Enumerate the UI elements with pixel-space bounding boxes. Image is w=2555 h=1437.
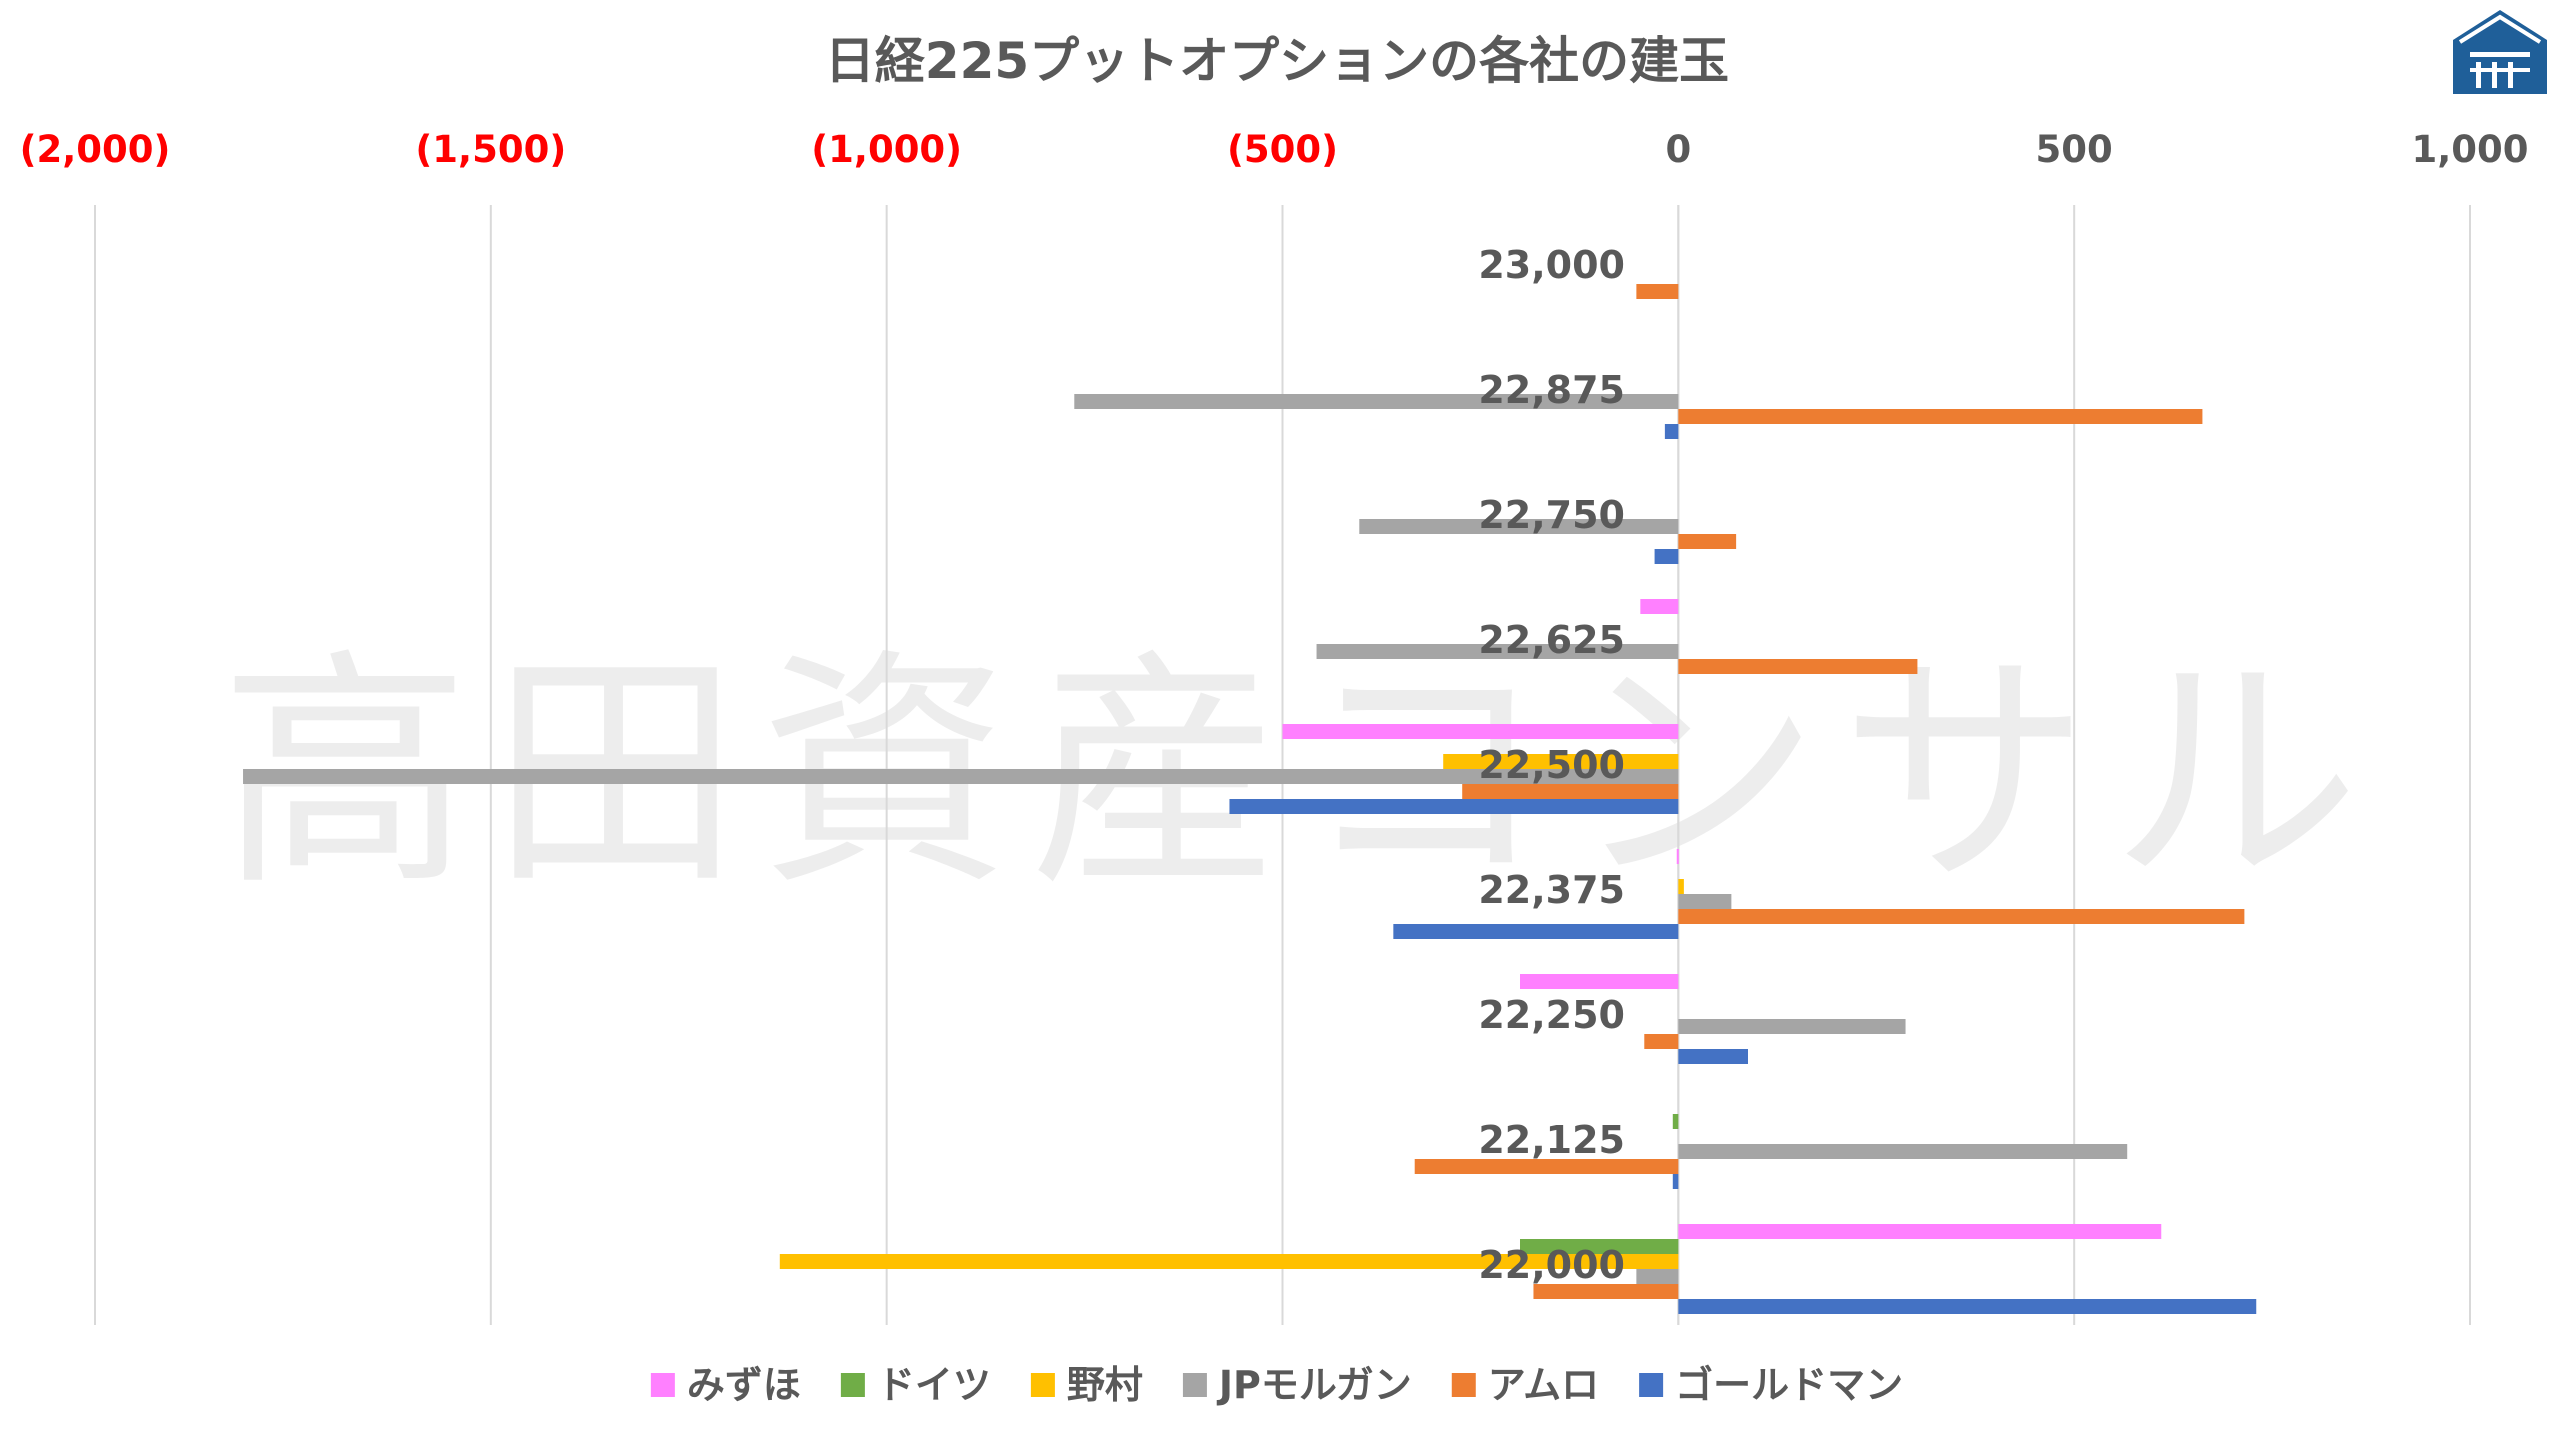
bar-JPモルガン-22,625 <box>1316 644 1679 659</box>
legend-item: ゴールドマン <box>1639 1363 1903 1407</box>
bar-ゴールドマン-22,500 <box>1229 799 1679 814</box>
category-label: 22,375 <box>1478 868 1625 912</box>
legend: みずほ ドイツ 野村 JPモルガン アムロ ゴールドマン <box>650 1363 1903 1407</box>
bar-ゴールドマン-22,875 <box>1664 424 1679 439</box>
legend-swatch <box>1451 1373 1476 1397</box>
bar-ゴールドマン-22,125 <box>1672 1174 1679 1189</box>
company-logo <box>2453 10 2547 94</box>
chart-title: 日経225プットオプションの各社の建玉 <box>825 32 1729 90</box>
bar-ドイツ-22,000 <box>1520 1239 1679 1254</box>
bar-アムロ-22,000 <box>1533 1284 1679 1299</box>
legend-swatch <box>1182 1373 1207 1397</box>
bar-アムロ-22,375 <box>1678 909 2245 924</box>
bar-JPモルガン-22,000 <box>1636 1269 1679 1284</box>
bar-みずほ-22,000 <box>1678 1224 2162 1239</box>
category-label: 22,125 <box>1478 1118 1625 1162</box>
bar-JPモルガン-22,250 <box>1678 1019 1906 1034</box>
category-label: 22,750 <box>1478 493 1625 537</box>
legend-label: アムロ <box>1488 1363 1599 1407</box>
x-tick-label: 0 <box>1665 128 1691 171</box>
bars <box>243 284 2257 1314</box>
bar-アムロ-22,500 <box>1462 784 1679 799</box>
legend-item: みずほ <box>650 1363 801 1407</box>
category-label: 22,250 <box>1478 993 1625 1037</box>
bar-JPモルガン-22,125 <box>1678 1144 2128 1159</box>
legend-item: JPモルガン <box>1182 1363 1412 1407</box>
legend-item: ドイツ <box>840 1363 991 1407</box>
bar-アムロ-22,125 <box>1414 1159 1679 1174</box>
legend-item: 野村 <box>1030 1363 1143 1407</box>
bar-みずほ-22,625 <box>1640 599 1679 614</box>
bar-JPモルガン-22,375 <box>1678 894 1732 909</box>
bar-みずほ-22,500 <box>1282 724 1679 739</box>
x-tick-label: 1,000 <box>2411 128 2528 171</box>
bar-ドイツ-22,125 <box>1672 1114 1679 1129</box>
legend-label: ゴールドマン <box>1675 1363 1903 1407</box>
legend-label: 野村 <box>1067 1363 1143 1407</box>
bar-みずほ-22,375 <box>1676 849 1679 864</box>
bar-ゴールドマン-22,375 <box>1393 924 1679 939</box>
bar-ゴールドマン-22,000 <box>1678 1299 2257 1314</box>
bar-野村-22,375 <box>1678 879 1684 894</box>
category-label: 22,875 <box>1478 368 1625 412</box>
legend-label: ドイツ <box>877 1363 991 1407</box>
legend-swatch <box>1030 1373 1055 1397</box>
bar-みずほ-22,250 <box>1520 974 1679 989</box>
category-label: 22,000 <box>1478 1243 1625 1287</box>
bar-アムロ-22,625 <box>1678 659 1918 674</box>
bar-JPモルガン-22,500 <box>243 769 1679 784</box>
category-label: 22,625 <box>1478 618 1625 662</box>
bar-JPモルガン-22,750 <box>1359 519 1679 534</box>
x-tick-label: 500 <box>2036 128 2113 171</box>
category-label: 22,500 <box>1478 743 1625 787</box>
bar-アムロ-22,875 <box>1678 409 2203 424</box>
x-tick-label: (1,500) <box>415 128 566 171</box>
bar-JPモルガン-22,875 <box>1074 394 1679 409</box>
x-tick-label: (2,000) <box>20 128 171 171</box>
legend-label: JPモルガン <box>1216 1363 1412 1407</box>
x-tick-label: (1,000) <box>811 128 962 171</box>
legend-swatch <box>650 1373 675 1397</box>
legend-swatch <box>1639 1373 1664 1397</box>
bar-アムロ-22,250 <box>1644 1034 1679 1049</box>
grid-lines <box>94 205 2471 1325</box>
category-label: 23,000 <box>1478 243 1625 287</box>
legend-swatch <box>840 1373 865 1397</box>
bar-アムロ-22,750 <box>1678 534 1737 549</box>
bar-野村-22,000 <box>779 1254 1679 1269</box>
x-tick-label: (500) <box>1227 128 1338 171</box>
legend-label: みずほ <box>687 1363 801 1407</box>
bar-ゴールドマン-22,250 <box>1678 1049 1748 1064</box>
bar-アムロ-23,000 <box>1636 284 1679 299</box>
bar-ゴールドマン-22,750 <box>1654 549 1679 564</box>
legend-item: アムロ <box>1451 1363 1599 1407</box>
bar-野村-22,500 <box>1443 754 1679 769</box>
